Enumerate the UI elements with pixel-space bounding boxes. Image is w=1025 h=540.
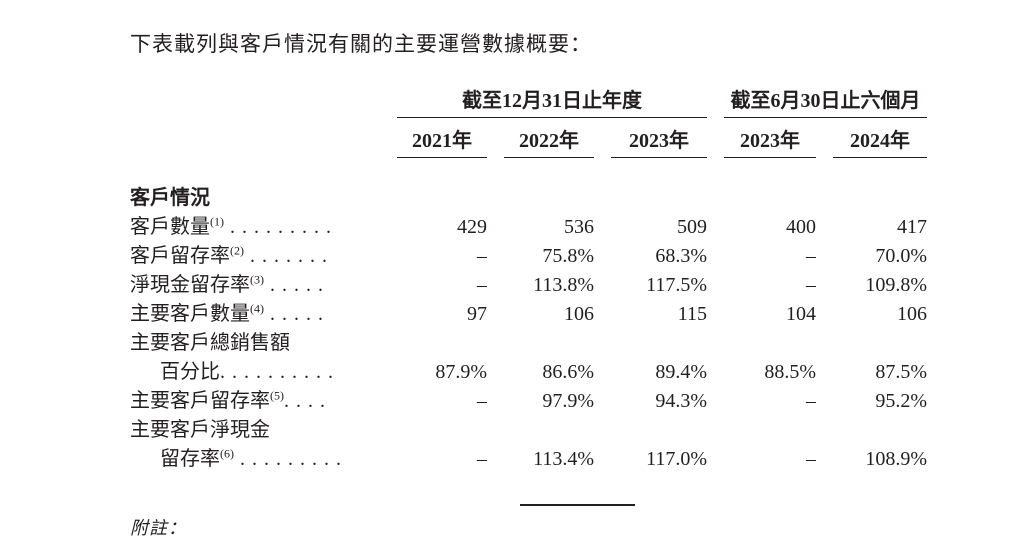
row-label-text: 淨現金留存率 [130,274,250,296]
cell-value: 104 [786,303,816,325]
column-header-2023-h1: 2023年 [724,118,816,158]
row-label-key-customer-sales: 主要客戶總銷售額 [130,329,380,358]
cell-value: 115 [677,303,707,325]
row-label-net-cash-retention: 淨現金留存率(3) . . . . . [130,271,380,300]
cell-value: 68.3% [655,245,707,267]
cell-value: 108.9% [865,448,927,470]
column-header-2023: 2023年 [611,118,707,158]
dot-leader: . . . . . [264,274,324,296]
column-header-2022: 2022年 [504,118,594,158]
cell-value: – [806,274,816,296]
column-group-interim: 截至6月30日止六個月 [724,84,927,118]
cell-value: 86.6% [542,361,594,383]
row-label-percentage: 百分比. . . . . . . . . . [130,358,380,387]
cell-value: – [477,274,487,296]
column-header-2021: 2021年 [397,118,487,158]
row-label-customer-count: 客戶數量(1) . . . . . . . . . [130,213,380,242]
cell-value [504,416,594,445]
cell-value [611,416,707,445]
table-header: 截至12月31日止年度 截至6月30日止六個月 2021年 2022年 2023… [130,84,927,158]
row-label-key-customer-net-cash: 主要客戶淨現金 [130,416,380,445]
cell-value: – [806,390,816,412]
cell-value: 87.9% [435,361,487,383]
footnote-ref-icon: (1) [210,214,224,229]
cell-value: 97 [467,303,487,325]
cell-value: 94.3% [655,390,707,412]
row-label-text: 百分比 [160,361,220,383]
dot-leader: . . . . . . . [244,245,328,267]
row-label-text: 主要客戶總銷售額 [130,332,290,354]
cell-value: 536 [564,216,594,238]
row-label-text: 留存率 [160,448,220,470]
row-label-retention-rate: 留存率(6) . . . . . . . . . [130,445,380,474]
footnote-ref-icon: (6) [220,446,234,461]
table-body: 客戶情況 客戶數量(1) . . . . . . . . . 429 536 5… [130,184,927,474]
cell-value: 113.8% [533,274,594,296]
footnote-ref-icon: (3) [250,272,264,287]
section-header: 客戶情況 [130,187,210,209]
cell-value: 97.9% [542,390,594,412]
cell-value: 117.5% [646,274,707,296]
row-label-text: 主要客戶淨現金 [130,419,270,441]
cell-value: 106 [564,303,594,325]
cell-value: 88.5% [764,361,816,383]
cell-value [504,329,594,358]
cell-value: 70.0% [875,245,927,267]
row-label-text: 客戶數量 [130,216,210,238]
cell-value: 509 [677,216,707,238]
cell-value: – [477,390,487,412]
cell-value: – [806,245,816,267]
cell-value: 95.2% [875,390,927,412]
cell-value [833,329,927,358]
cell-value: – [806,448,816,470]
row-label-customer-retention: 客戶留存率(2) . . . . . . . [130,242,380,271]
cell-value [724,329,816,358]
dot-leader: . . . . . . . . . . [220,361,334,383]
footnote-ref-icon: (4) [250,301,264,316]
cell-value: 75.8% [542,245,594,267]
cell-value: 87.5% [875,361,927,383]
cell-value [611,329,707,358]
cell-value: 106 [897,303,927,325]
row-label-text: 主要客戶數量 [130,303,250,325]
document-page: 下表載列與客戶情況有關的主要運營數據概要： 截至12月31日止年度 截至6月30… [130,32,927,538]
cell-value [397,329,487,358]
dot-leader: . . . . . . . . . [234,448,342,470]
cell-value: 89.4% [655,361,707,383]
cell-value: 117.0% [646,448,707,470]
row-label-text: 客戶留存率 [130,245,230,267]
cell-value: 429 [457,216,487,238]
column-group-annual: 截至12月31日止年度 [397,84,707,118]
dot-leader: . . . . . . . . . [224,216,332,238]
cell-value: 113.4% [533,448,594,470]
footnote-ref-icon: (2) [230,243,244,258]
cell-value: 400 [786,216,816,238]
footnote-divider [520,504,635,506]
cell-value [833,416,927,445]
cell-value [724,416,816,445]
row-label-key-customer-count: 主要客戶數量(4) . . . . . [130,300,380,329]
cell-value: 109.8% [865,274,927,296]
footnote-ref-icon: (5) [270,388,284,403]
cell-value: – [477,448,487,470]
footnote-label: 附註： [130,518,187,538]
cell-value: 417 [897,216,927,238]
dot-leader: . . . . [284,390,326,412]
column-header-2024-h1: 2024年 [833,118,927,158]
page-title: 下表載列與客戶情況有關的主要運營數據概要： [130,32,592,56]
row-label-key-customer-retention: 主要客戶留存率(5). . . . [130,387,380,416]
row-label-text: 主要客戶留存率 [130,390,270,412]
cell-value [397,416,487,445]
cell-value: – [477,245,487,267]
dot-leader: . . . . . [264,303,324,325]
